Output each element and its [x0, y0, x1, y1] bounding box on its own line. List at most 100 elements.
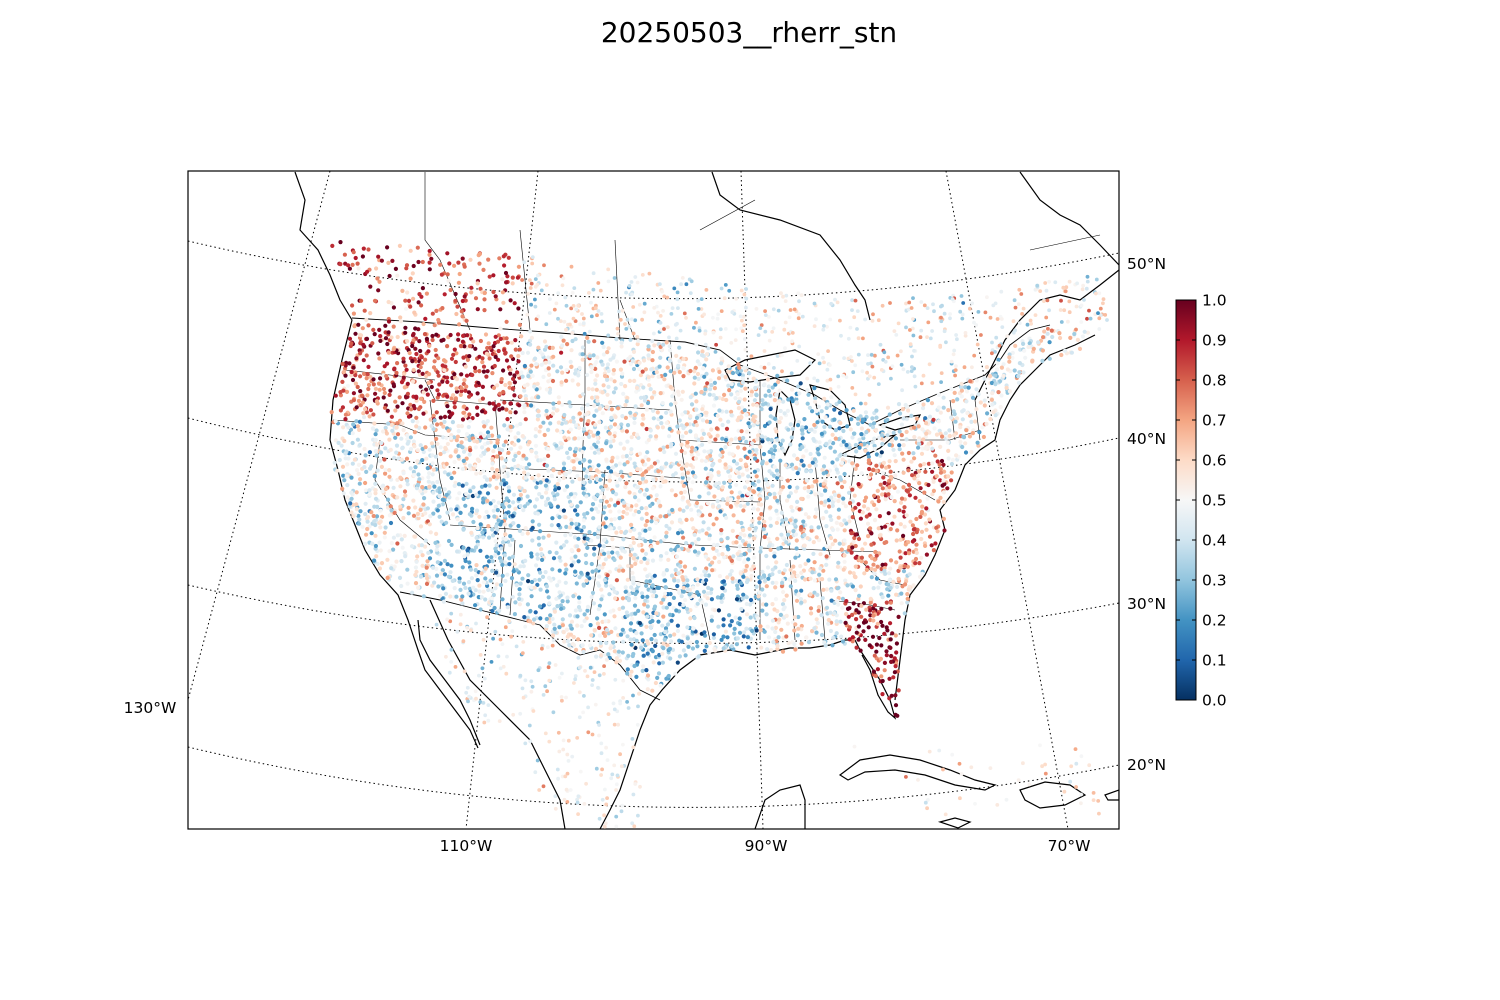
station-point — [592, 546, 597, 551]
station-point — [792, 453, 797, 458]
station-point — [804, 469, 809, 474]
station-points — [329, 240, 1109, 829]
station-point — [925, 496, 930, 501]
station-point — [430, 337, 435, 343]
station-point — [592, 413, 597, 418]
station-point — [479, 484, 485, 489]
station-point — [1010, 350, 1015, 355]
station-point — [501, 478, 506, 483]
station-point — [636, 435, 641, 440]
station-point — [639, 506, 644, 511]
station-point — [385, 575, 390, 581]
station-point — [812, 429, 817, 434]
station-point — [433, 347, 438, 353]
station-point — [1022, 348, 1027, 353]
station-point — [428, 417, 433, 422]
station-point — [385, 341, 390, 347]
station-point — [628, 544, 633, 549]
station-point — [833, 436, 838, 441]
station-point — [680, 412, 685, 417]
station-point — [609, 629, 614, 635]
station-point — [556, 420, 561, 425]
station-point — [585, 545, 590, 551]
station-point — [449, 356, 455, 361]
station-point — [486, 524, 491, 529]
station-point — [668, 656, 673, 661]
station-point — [629, 547, 635, 552]
station-point — [853, 555, 858, 560]
station-point — [433, 454, 438, 459]
station-point — [746, 491, 751, 496]
station-point — [653, 520, 659, 526]
station-point — [535, 417, 541, 422]
station-point — [891, 675, 896, 680]
station-point — [669, 547, 674, 553]
station-point — [516, 450, 522, 455]
station-point — [427, 484, 432, 489]
station-point — [904, 488, 909, 493]
station-point — [676, 430, 681, 435]
station-point — [872, 603, 878, 608]
station-point — [592, 450, 598, 455]
station-point — [410, 379, 416, 384]
station-point — [729, 409, 734, 414]
station-point — [381, 386, 387, 392]
station-point — [852, 493, 857, 498]
station-point — [824, 509, 829, 514]
station-point — [574, 581, 579, 586]
station-point — [596, 463, 601, 468]
station-point — [494, 472, 499, 477]
station-point — [862, 441, 867, 446]
station-point — [539, 547, 544, 552]
station-point — [729, 644, 734, 649]
station-point — [483, 483, 488, 488]
station-point — [481, 420, 486, 425]
station-point — [520, 374, 525, 379]
station-point — [629, 669, 634, 674]
station-point — [719, 361, 724, 366]
station-point — [913, 556, 919, 562]
station-point — [440, 363, 445, 368]
station-point — [922, 461, 927, 467]
station-point — [628, 637, 633, 642]
station-point — [603, 425, 608, 430]
station-point — [665, 365, 670, 370]
station-point — [848, 427, 853, 432]
station-point — [924, 431, 929, 436]
station-point — [645, 673, 651, 678]
station-point — [771, 473, 777, 478]
station-point — [730, 370, 736, 376]
station-point — [684, 541, 689, 546]
station-point — [909, 459, 914, 464]
station-point — [842, 518, 847, 523]
station-point — [974, 387, 979, 392]
station-point — [595, 355, 600, 360]
station-point — [560, 623, 566, 628]
station-point — [861, 629, 866, 634]
station-point — [814, 535, 819, 540]
station-point — [447, 495, 452, 500]
station-point — [429, 384, 434, 390]
station-point — [547, 387, 553, 392]
station-point — [940, 434, 945, 439]
station-point — [938, 467, 943, 472]
station-point — [630, 616, 635, 621]
station-point — [356, 513, 361, 519]
station-point — [727, 555, 733, 560]
station-point — [467, 394, 472, 399]
station-point — [762, 423, 768, 429]
station-point — [615, 483, 620, 488]
station-point — [829, 517, 834, 523]
station-point — [958, 425, 963, 430]
station-point — [629, 585, 634, 590]
station-point — [649, 637, 654, 642]
station-point — [843, 504, 849, 509]
station-point — [688, 414, 693, 419]
station-point — [853, 466, 858, 471]
station-point — [494, 582, 499, 587]
station-point — [689, 449, 694, 454]
station-point — [456, 429, 461, 434]
station-point — [550, 378, 556, 384]
station-point — [340, 379, 345, 384]
station-point — [858, 414, 863, 419]
